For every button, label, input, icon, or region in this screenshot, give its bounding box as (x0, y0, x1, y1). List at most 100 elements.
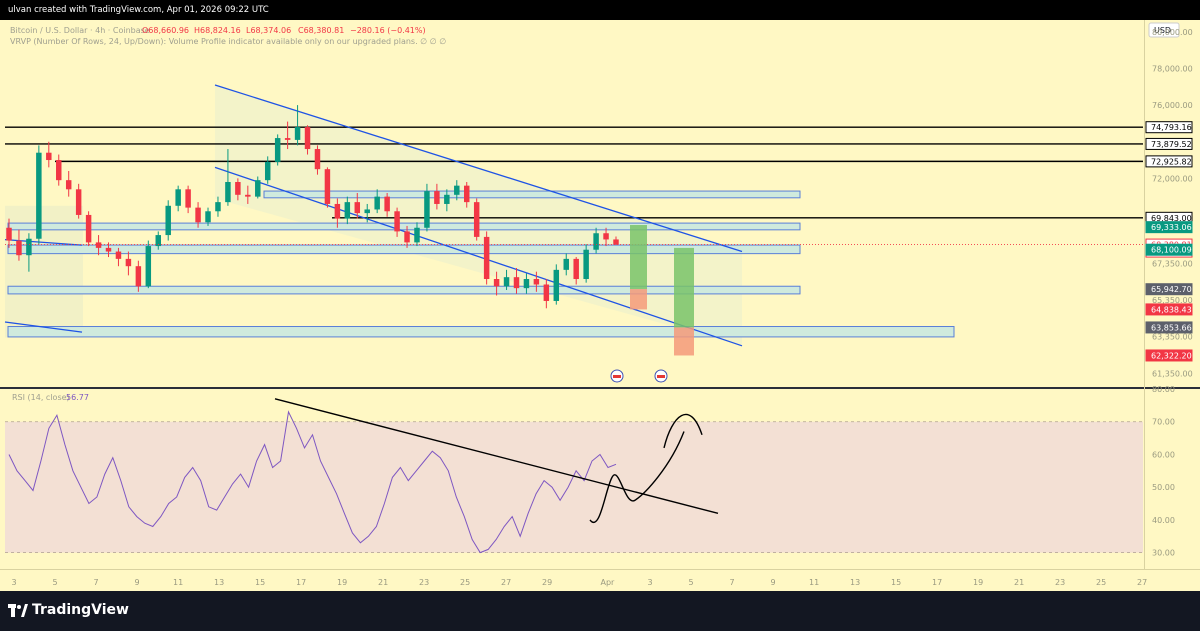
rsi-axis-tick: 30.00 (1152, 549, 1175, 558)
candle-body (26, 238, 32, 256)
candle-body (36, 152, 42, 239)
candle-body (245, 194, 251, 197)
candle-body (95, 242, 102, 248)
time-axis-tick: 21 (378, 578, 388, 587)
time-axis-border (0, 569, 1200, 570)
candle-body (543, 284, 550, 301)
candle-body (334, 203, 341, 219)
candle-body (185, 189, 191, 208)
snapshot-header: ulvan created with TradingView.com, Apr … (0, 0, 1200, 20)
time-axis-tick: 5 (689, 578, 694, 587)
candle-body (424, 191, 430, 228)
pane-separator (0, 387, 1200, 389)
candle-body (533, 279, 540, 285)
candle-body (215, 202, 221, 212)
time-axis-tick: 17 (932, 578, 942, 587)
time-axis-tick: Apr (601, 578, 616, 587)
chart-area[interactable]: Bitcoin / U.S. Dollar · 4h · CoinbaseO68… (0, 20, 1200, 591)
price-label: 73,879.52 (1151, 140, 1192, 149)
candle-body (125, 258, 132, 267)
candle-body (374, 196, 380, 210)
candle-body (304, 127, 311, 150)
time-axis-tick: 25 (460, 578, 470, 587)
legend-indicator: VRVP (Number Of Rows, 24, Up/Down): Volu… (10, 37, 446, 46)
price-label-box (1145, 221, 1193, 234)
candle-body (46, 152, 52, 161)
candle-body (384, 196, 390, 212)
candle-body (454, 185, 460, 195)
price-label-box (1145, 349, 1193, 362)
candle-body (523, 279, 530, 289)
freehand-projection (589, 413, 703, 524)
currency-button (1148, 22, 1180, 38)
price-label-box (1145, 243, 1193, 256)
footer-bar: TradingView (0, 591, 1200, 631)
time-axis-tick: 15 (891, 578, 901, 587)
price-axis-tick: 61,350.00 (1152, 369, 1193, 378)
time-axis-tick: 17 (296, 578, 306, 587)
candle-body (115, 251, 122, 259)
candle-body (294, 127, 301, 140)
price-label-box (1145, 155, 1193, 168)
currency-label: USD (1154, 26, 1171, 35)
candle-body (444, 194, 450, 204)
time-axis-tick: 27 (501, 578, 511, 587)
rsi-axis-tick: 50.00 (1152, 483, 1175, 492)
candle-body (613, 239, 619, 245)
time-axis-tick: 27 (1137, 578, 1147, 587)
candle-body (593, 233, 599, 250)
legend-symbol: Bitcoin / U.S. Dollar · 4h · Coinbase (10, 26, 150, 35)
time-axis-tick: 5 (53, 578, 58, 587)
rsi-line (8, 410, 617, 554)
candle-body (583, 249, 589, 280)
candle-body (563, 258, 569, 270)
rsi-value: 56.77 (66, 393, 89, 402)
price-axis-tick: 72,000.00 (1152, 174, 1193, 183)
candle-body (235, 181, 241, 195)
time-axis-tick: 11 (173, 578, 183, 587)
price-axis-tick: 78,000.00 (1152, 65, 1193, 74)
candle-body (65, 180, 72, 190)
price-label-box (1145, 283, 1193, 296)
price-axis-tick: 67,350.00 (1152, 259, 1193, 268)
candle-body (6, 227, 12, 241)
event-flag-icon (613, 375, 621, 378)
legend-ohlc: L68,374.06 (246, 26, 291, 35)
candle-body (165, 205, 171, 236)
candle-body (324, 169, 331, 204)
candle-body (175, 189, 181, 206)
short-trend-line (4, 321, 83, 333)
candle-body (553, 269, 560, 301)
candle-body (513, 277, 520, 289)
support-resistance-zone (7, 285, 801, 295)
candle-body (364, 209, 370, 214)
support-resistance-zone (7, 244, 801, 255)
candle-body (274, 138, 281, 162)
price-axis-tick: 65,350.00 (1152, 296, 1193, 305)
time-axis-tick: 29 (542, 578, 552, 587)
candle-body (85, 214, 92, 243)
time-axis-tick: 3 (648, 578, 653, 587)
time-axis-tick: 11 (809, 578, 819, 587)
candle-body (404, 231, 410, 243)
candle-body (354, 202, 361, 214)
candle-body (105, 247, 112, 252)
price-label: 62,322.20 (1151, 351, 1192, 360)
rsi-trend-line (274, 398, 719, 515)
candle-body (603, 233, 609, 240)
candle-body (205, 211, 211, 223)
rsi-axis-tick: 60.00 (1152, 450, 1175, 459)
rsi-title: RSI (14, close) (12, 393, 70, 402)
candle-body (414, 227, 420, 243)
target-box (630, 225, 647, 290)
candle-body (264, 161, 271, 181)
candle-body (344, 202, 351, 219)
time-axis-tick: 19 (337, 578, 347, 587)
channel-lower-line (214, 166, 743, 347)
candle-body (225, 181, 231, 203)
rsi-axis-tick: 40.00 (1152, 516, 1175, 525)
event-flag-icon (657, 375, 665, 378)
price-label: 64,838.43 (1151, 305, 1192, 314)
candle-body (75, 189, 82, 215)
